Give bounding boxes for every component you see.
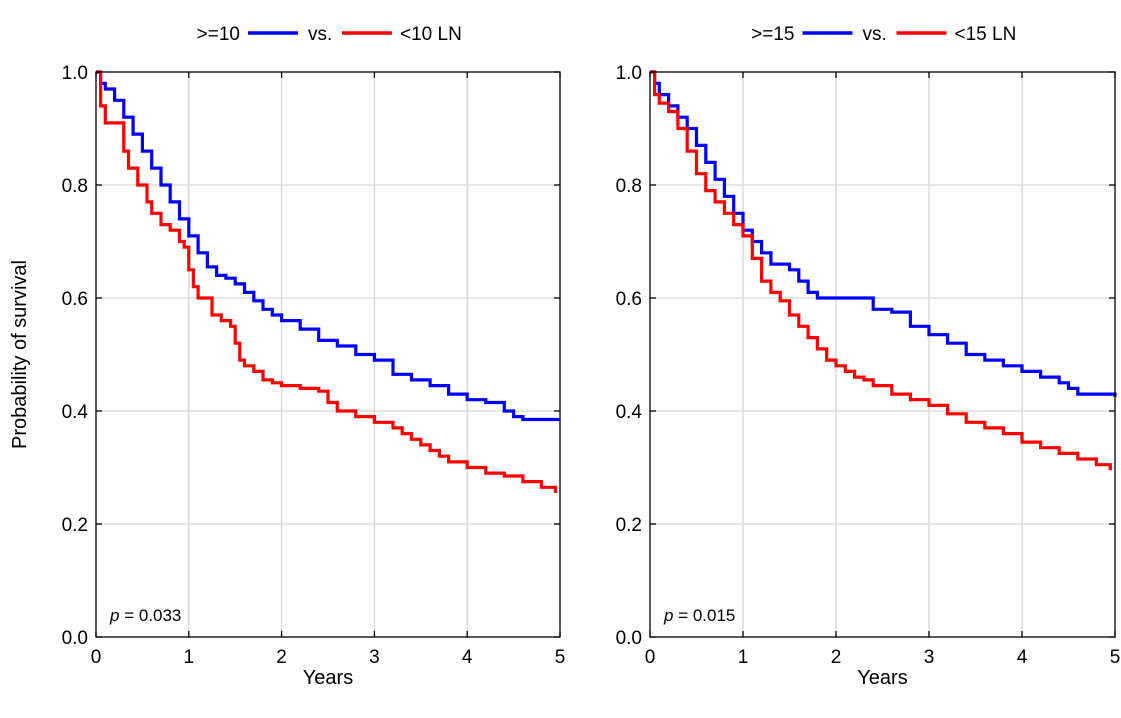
x-tick-label: 2 — [276, 647, 287, 668]
x-tick-label: 4 — [462, 647, 473, 668]
y-tick-label: 0.0 — [616, 628, 642, 649]
series-line-1 — [96, 70, 560, 422]
legend-label-b: <15 LN — [955, 24, 1017, 45]
series-line-2 — [96, 70, 557, 493]
plot-frame — [95, 71, 561, 638]
x-tick-label: 3 — [369, 647, 380, 668]
legend-label-a: >=10 — [197, 24, 240, 45]
x-axis-label: Years — [303, 667, 353, 689]
y-tick-label: 0.4 — [616, 402, 643, 423]
y-tick-label: 0.0 — [62, 628, 88, 649]
y-tick-label: 0.6 — [62, 289, 88, 310]
x-tick-label: 2 — [831, 647, 842, 668]
legend: >=10 vs. <10 LN — [197, 24, 462, 45]
y-axis-label: Probability of survival — [9, 260, 31, 449]
y-tick-label: 0.8 — [616, 176, 642, 197]
legend-label-a: >=15 — [751, 24, 794, 45]
x-tick-label: 3 — [924, 647, 935, 668]
y-tick-label: 1.0 — [62, 63, 88, 84]
y-tick-label: 0.2 — [616, 515, 642, 536]
y-tick-label: 0.8 — [62, 176, 88, 197]
x-tick-label: 1 — [738, 647, 749, 668]
legend-connector: vs. — [863, 24, 887, 45]
series-line-1 — [650, 70, 1117, 397]
y-tick-label: 0.2 — [62, 515, 88, 536]
p-value-symbol: p — [109, 606, 119, 625]
p-value-text: = 0.033 — [119, 606, 181, 625]
legend: >=15 vs. <15 LN — [751, 24, 1016, 45]
y-tick-label: 1.0 — [616, 63, 642, 84]
p-value-symbol: p — [663, 606, 673, 625]
panel-2: 0 1 2 3 4 5 0.0 0.2 0.4 0.6 0.8 1.0 Years p = 0.015 >=… — [616, 24, 1121, 689]
x-tick-label: 5 — [555, 647, 566, 668]
panel-1: 0 1 2 3 4 5 0.0 0.2 0.4 0.6 0.8 1.0 Years Probability… — [9, 24, 565, 689]
x-tick-label: 5 — [1110, 647, 1121, 668]
series-line-2 — [650, 70, 1112, 471]
x-axis-label: Years — [857, 667, 907, 689]
x-tick-label: 4 — [1017, 647, 1028, 668]
x-tick-label: 0 — [91, 647, 102, 668]
legend-connector: vs. — [308, 24, 332, 45]
p-value-text: = 0.015 — [673, 606, 735, 625]
x-tick-label: 0 — [645, 647, 656, 668]
p-value-annotation: p = 0.033 — [109, 606, 181, 625]
x-tick-label: 1 — [184, 647, 195, 668]
y-tick-label: 0.4 — [62, 402, 89, 423]
legend-label-b: <10 LN — [400, 24, 462, 45]
plot-frame — [649, 71, 1116, 638]
p-value-annotation: p = 0.015 — [663, 606, 735, 625]
y-tick-label: 0.6 — [616, 289, 642, 310]
